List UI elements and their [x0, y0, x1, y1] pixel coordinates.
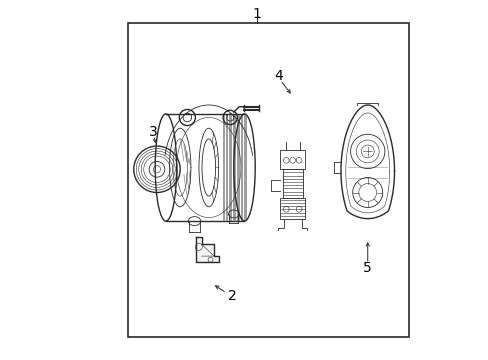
- Bar: [128, 23, 408, 337]
- Text: 2: 2: [228, 289, 237, 303]
- Text: 1: 1: [252, 7, 261, 21]
- Text: 4: 4: [273, 69, 282, 84]
- Polygon shape: [196, 237, 219, 262]
- Text: 3: 3: [149, 125, 158, 139]
- Text: 5: 5: [363, 261, 371, 275]
